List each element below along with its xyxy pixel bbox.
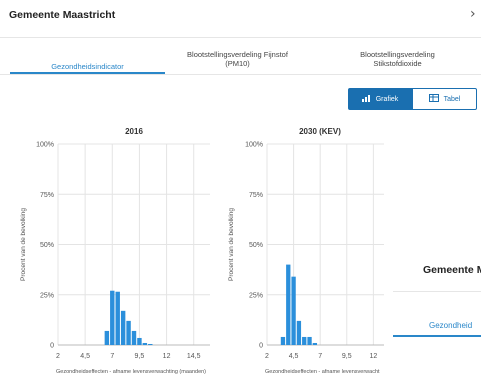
x-tick-label: 14,5: [187, 353, 201, 360]
x-tick-label: 12: [369, 353, 377, 360]
overlay-panel: Gemeente Maa Gezondheid: [393, 248, 481, 338]
x-tick-label: 7: [110, 353, 114, 360]
x-tick-label: 4,5: [80, 353, 90, 360]
tabel-label: Tabel: [443, 95, 461, 103]
y-tick-label: 75%: [40, 192, 54, 199]
tab-label-line1: Blootstellingsverdeling Fijnstof: [187, 50, 288, 59]
y-axis-label: Procent van de bevolking: [228, 208, 235, 281]
x-tick-label: 2: [56, 353, 60, 360]
histogram-bar: [104, 330, 110, 345]
overlay-title: Gemeente Maa: [423, 264, 481, 276]
tab-stikstofdioxide[interactable]: Blootstellingsverdeling Stikstofdioxide: [330, 50, 465, 68]
tabs-divider: [0, 74, 481, 75]
y-tick-label: 25%: [249, 292, 263, 299]
histogram-bar: [312, 342, 318, 345]
histogram-bar: [296, 320, 302, 345]
histogram-bar: [131, 330, 137, 345]
x-tick-label: 2: [265, 353, 269, 360]
tab-label-line1: Blootstellingsverdeling: [360, 50, 435, 59]
x-tick-label: 12: [163, 353, 171, 360]
histogram-bar: [148, 343, 153, 345]
grafiek-label: Grafiek: [375, 95, 399, 103]
chart-title: 2016: [125, 127, 143, 136]
x-tick-label: 9,5: [135, 353, 145, 360]
histogram-bar: [307, 336, 312, 345]
y-tick-label: 100%: [245, 142, 263, 149]
chevron-right-icon[interactable]: ›: [470, 6, 476, 22]
grafiek-button[interactable]: Grafiek: [348, 88, 412, 110]
x-tick-label: 7: [318, 353, 322, 360]
histogram-bar: [291, 276, 296, 345]
tab-label: Gezondheidsindicator: [51, 62, 124, 71]
x-axis-label: Gezondheidseffecten - afname levensverwa…: [56, 369, 206, 375]
histogram-bar: [280, 336, 286, 345]
bar-chart-icon: [361, 94, 371, 104]
y-tick-label: 25%: [40, 292, 54, 299]
overlay-divider: [393, 291, 481, 292]
y-tick-label: 50%: [249, 242, 263, 249]
x-tick-label: 9,5: [342, 353, 352, 360]
y-tick-label: 0: [259, 343, 263, 350]
chart-title: 2030 (KEV): [299, 127, 341, 136]
overlay-tab-label[interactable]: Gezondheid: [429, 321, 473, 330]
tab-fijnstof[interactable]: Blootstellingsverdeling Fijnstof (PM10): [170, 50, 305, 68]
histogram-bar: [137, 337, 142, 345]
table-icon: [428, 94, 439, 104]
y-axis-label: Procent van de bevolking: [20, 208, 27, 281]
page-title: Gemeente Maastricht: [9, 9, 116, 21]
tab-label-line2: Stikstofdioxide: [373, 59, 422, 68]
y-tick-label: 100%: [36, 142, 54, 149]
tabel-button[interactable]: Tabel: [412, 88, 477, 110]
overlay-active-tab-indicator: [393, 335, 481, 337]
tab-gezondheidsindicator[interactable]: Gezondheidsindicator: [10, 62, 165, 71]
header-divider: [0, 37, 481, 38]
histogram-bar: [286, 264, 291, 345]
x-axis-label: Gezondheidseffecten - afname levensverwa…: [265, 369, 380, 375]
y-tick-label: 75%: [249, 192, 263, 199]
page-header: Gemeente Maastricht ›: [0, 0, 481, 34]
histogram-bar: [142, 342, 148, 345]
histogram-bar: [115, 291, 120, 345]
histogram-bar: [120, 310, 126, 345]
x-tick-label: 4,5: [289, 353, 299, 360]
histogram-bar: [126, 320, 131, 345]
histogram-bar: [302, 336, 307, 345]
histogram-bar: [110, 290, 115, 345]
active-tab-indicator: [10, 72, 165, 74]
y-tick-label: 50%: [40, 242, 54, 249]
y-tick-label: 0: [50, 343, 54, 350]
tab-label-line2: (PM10): [225, 59, 250, 68]
